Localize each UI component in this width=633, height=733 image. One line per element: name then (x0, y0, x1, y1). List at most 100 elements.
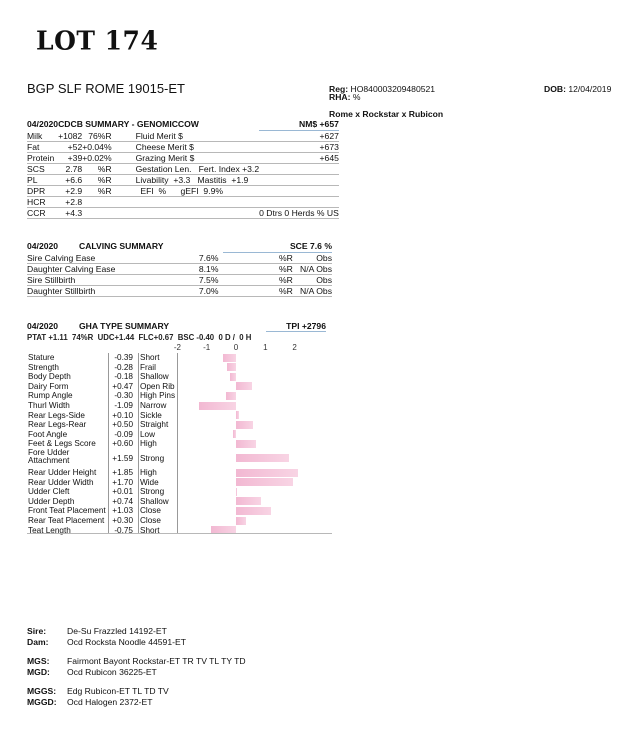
pedigree-value: Edg Rubicon-ET TL TD TV (67, 686, 169, 696)
trait-row: Thurl Width -1.09 Narrow (27, 401, 332, 411)
trait-name: Rear Udder Height (28, 468, 97, 477)
cdcb-cell: +627 (259, 130, 339, 142)
pedigree-label: Sire: (27, 626, 47, 636)
trait-name: Teat Length (28, 525, 71, 535)
calving-summary-table: 04/2020 CALVING SUMMARY SCE 7.6 % Sire Cal… (27, 240, 332, 297)
trait-description: Shallow (140, 372, 169, 382)
trait-bar (225, 391, 236, 400)
trait-row: Udder Depth +0.74 Shallow (27, 497, 332, 507)
pedigree-entry: MGD: Ocd Rubicon 36225-ET (27, 667, 157, 677)
trait-description: High Pins (140, 391, 176, 401)
trait-value: -0.28 (114, 362, 133, 372)
trait-bar (236, 420, 253, 429)
registration: Reg: HO840003209480521 (329, 84, 436, 94)
cdcb-cell: Milk (27, 130, 59, 142)
cdcb-cell (259, 185, 339, 197)
trait-name: Dairy Form (28, 381, 69, 391)
calving-row: Daughter Calving Ease 8.1% %R N/A Obs (27, 263, 332, 275)
calving-cell: N/A Obs (292, 285, 332, 297)
trait-description: Shallow (140, 496, 169, 506)
cdcb-cell: Fat (27, 141, 59, 153)
cdcb-cell: Fluid Merit $ (111, 130, 260, 142)
trait-bar (236, 382, 252, 391)
trait-value: +0.01 (112, 487, 133, 497)
trait-value: +0.47 (112, 381, 133, 391)
cdcb-cell: +673 (259, 141, 339, 153)
trait-row: Rear Legs-Side +0.10 Sickle (27, 411, 332, 421)
trait-row: Stature -0.39 Short (27, 353, 332, 363)
trait-description: High (140, 468, 157, 477)
trait-row: Strength -0.28 Frail (27, 363, 332, 373)
trait-description: High (140, 439, 157, 449)
pedigree-value: Ocd Rubicon 36225-ET (67, 667, 157, 677)
calving-cell: %R (222, 252, 293, 264)
trait-value: +0.60 (112, 439, 133, 449)
trait-row: Udder Cleft +0.01 Strong (27, 487, 332, 497)
trait-name: Feet & Legs Score (28, 439, 96, 449)
trait-description: Sickle (140, 410, 162, 420)
trait-value: +0.74 (112, 496, 133, 506)
column-divider (138, 353, 139, 533)
cdcb-cell: +645 (259, 152, 339, 164)
calving-cell: 7.0% (198, 285, 223, 297)
tick-label: 1 (263, 343, 268, 352)
pedigree-value: Ocd Halogen 2372-ET (67, 697, 153, 707)
cdcb-cell (259, 163, 339, 175)
cdcb-row: PL +6.6 %R Livability +3.3 Mastitis +1.9 (27, 174, 339, 186)
cdcb-cell: 2.78 (58, 163, 83, 175)
trait-bar (226, 363, 236, 372)
cdcb-cell (259, 174, 339, 186)
cdcb-cell: +6.6 (58, 174, 83, 186)
trait-description: Strong (140, 487, 165, 497)
cdcb-cell: +1082 (58, 130, 83, 142)
calving-cell: Sire Stillbirth (27, 274, 199, 286)
trait-row: Front Teat Placement +1.03 Close (27, 506, 332, 516)
trait-value: -0.09 (114, 429, 133, 439)
column-divider (108, 353, 109, 533)
calving-cell: 7.6% (198, 252, 223, 264)
cdcb-row: HCR +2.8 (27, 196, 339, 208)
calving-cell: %R (222, 285, 293, 297)
trait-bar (236, 454, 290, 462)
cdcb-cell (111, 207, 260, 219)
tick-label: -2 (173, 343, 181, 352)
cdcb-cell: Livability +3.3 Mastitis +1.9 (111, 174, 260, 186)
tick-label: -1 (203, 343, 211, 352)
trait-name: Rear Legs-Rear (28, 420, 87, 430)
trait-value: -0.75 (114, 525, 133, 535)
pedigree-value: Ocd Rocksta Noodle 44591-ET (67, 637, 186, 647)
trait-name: Body Depth (28, 372, 71, 382)
trait-row: Rear Udder Height +1.85 High (27, 468, 332, 478)
cdcb-cell: EFI % gEFI 9.9% (111, 185, 260, 197)
trait-description: Straight (140, 420, 169, 430)
cdcb-cell: +39 (58, 152, 83, 164)
cdcb-cell (82, 207, 112, 219)
pedigree-value: Fairmont Bayont Rockstar-ET TR TV TL TY … (67, 656, 246, 666)
pedigree-label: MGD: (27, 667, 50, 677)
trait-bar (222, 353, 236, 362)
cdcb-cell: +2.8 (58, 196, 83, 208)
trait-name: Front Teat Placement (28, 506, 106, 516)
pedigree-label: MGGD: (27, 697, 57, 707)
trait-bar (236, 468, 298, 477)
trait-description: Low (140, 429, 156, 439)
trait-bar (229, 372, 236, 381)
pedigree-entry: Sire: De-Su Frazzled 14192-ET (27, 626, 167, 636)
cdcb-cell: CCR (27, 207, 59, 219)
ptat-line: PTAT +1.11 74%R UDC+1.44 FLC+0.67 BSC -0… (27, 333, 252, 342)
cdcb-cell: %R (82, 163, 112, 175)
cdcb-cell: %R (82, 185, 112, 197)
cdcb-row: SCS 2.78 %R Gestation Len. Fert. Index +3.2 (27, 163, 339, 175)
calving-row: Sire Stillbirth 7.5% %R Obs (27, 274, 332, 286)
cdcb-cell: SCS (27, 163, 59, 175)
trait-name: Stature (28, 353, 55, 362)
calving-cell: Sire Calving Ease (27, 252, 199, 264)
pedigree-entry: Dam: Ocd Rocksta Noodle 44591-ET (27, 637, 186, 647)
calving-cell: 7.5% (198, 274, 223, 286)
trait-description: Frail (140, 362, 156, 372)
trait-name: Udder Depth (28, 496, 75, 506)
cdcb-summary-table: 04/2020 CDCB SUMMARY - GENOMICCOW NM$ +657… (27, 118, 339, 219)
divider (27, 533, 332, 534)
cdcb-row: Milk +1082 76%R Fluid Merit $ +627 (27, 130, 339, 142)
trait-value: +1.03 (112, 506, 133, 516)
